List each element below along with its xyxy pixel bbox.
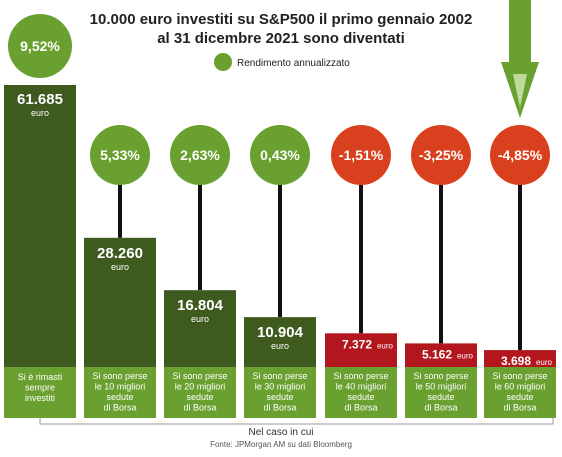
caption-line: le 30 migliori [255, 382, 306, 392]
caption-line: di Borsa [103, 403, 136, 413]
caption-line: Si è rimasti [18, 372, 63, 382]
caption-line: sedute [506, 392, 533, 402]
unit-label: euro [31, 108, 49, 118]
return-label: -4,85% [498, 147, 543, 163]
caption-line: le 10 migliori [95, 382, 146, 392]
unit-label: euro [191, 314, 209, 324]
caption-line: di Borsa [503, 403, 536, 413]
return-label: -3,25% [419, 147, 464, 163]
chart-title-line-2: al 31 dicembre 2021 sono diventati [157, 30, 405, 47]
data-label: 61.685 [17, 91, 63, 108]
caption-line: le 50 migliori [416, 382, 467, 392]
bar [244, 317, 316, 367]
data-label: 7.372 [342, 337, 372, 351]
return-label: 0,43% [260, 147, 300, 163]
caption-line: sedute [186, 392, 213, 402]
caption-line: Si sono perse [92, 371, 147, 381]
caption-line: di Borsa [424, 403, 457, 413]
bar [484, 350, 556, 367]
caption-line: di Borsa [344, 403, 377, 413]
caption-line: Si sono perse [333, 371, 388, 381]
return-circle [250, 125, 310, 185]
caption-line: le 40 migliori [336, 382, 387, 392]
data-label: 10.904 [257, 324, 304, 341]
caption-line: sedute [427, 392, 454, 402]
unit-label: euro [271, 341, 289, 351]
caption-line: Si sono perse [172, 371, 227, 381]
return-label: -1,51% [339, 147, 384, 163]
chart-title-line-1: 10.000 euro investiti su S&P500 il primo… [90, 11, 473, 28]
caption-block [484, 367, 556, 418]
data-label: 28.260 [97, 245, 143, 262]
caption-line: Si sono perse [413, 371, 468, 381]
return-label: 2,63% [180, 147, 220, 163]
bar [405, 343, 477, 367]
bars-group: Si è rimastisempreinvestiti61.685euro9,5… [4, 0, 556, 418]
arrow-shaft [509, 0, 531, 62]
arrow-highlight [513, 74, 527, 108]
return-label: 5,33% [100, 147, 140, 163]
bar [84, 237, 156, 367]
return-circle [411, 125, 471, 185]
data-label: 16.804 [177, 297, 224, 314]
return-circle [331, 125, 391, 185]
bar [325, 333, 397, 367]
caption-line: di Borsa [263, 403, 296, 413]
return-circle [490, 125, 550, 185]
unit-label: euro [457, 351, 474, 360]
unit-label: euro [377, 341, 394, 350]
unit-label: euro [536, 358, 553, 367]
caption-line: di Borsa [183, 403, 216, 413]
bar [164, 290, 236, 367]
caption-block [405, 367, 477, 418]
caption-line: sedute [266, 392, 293, 402]
return-circle [8, 14, 72, 78]
bar [4, 85, 76, 367]
bracket-label: Nel caso in cui [248, 427, 313, 438]
legend-label: Rendimento annualizzato [237, 58, 350, 69]
return-label: 9,52% [20, 38, 60, 54]
caption-line: sempre [25, 383, 55, 393]
return-circle [90, 125, 150, 185]
return-circle [170, 125, 230, 185]
caption-line: le 20 migliori [175, 382, 226, 392]
caption-line: Si sono perse [252, 371, 307, 381]
source-note: Fonte: JPMorgan AM su dati Bloomberg [210, 440, 352, 449]
caption-line: investiti [25, 393, 55, 403]
caption-line: Si sono perse [492, 371, 547, 381]
caption-block [4, 367, 76, 418]
caption-block [164, 367, 236, 418]
data-label: 3.698 [501, 354, 531, 368]
bracket-line [39, 417, 554, 425]
data-label: 5.162 [422, 347, 452, 361]
caption-block [84, 367, 156, 418]
caption-block [244, 367, 316, 418]
unit-label: euro [111, 262, 129, 272]
caption-block [325, 367, 397, 418]
legend-swatch [214, 53, 232, 71]
caption-line: le 60 migliori [495, 382, 546, 392]
caption-line: sedute [106, 392, 133, 402]
caption-line: sedute [347, 392, 374, 402]
